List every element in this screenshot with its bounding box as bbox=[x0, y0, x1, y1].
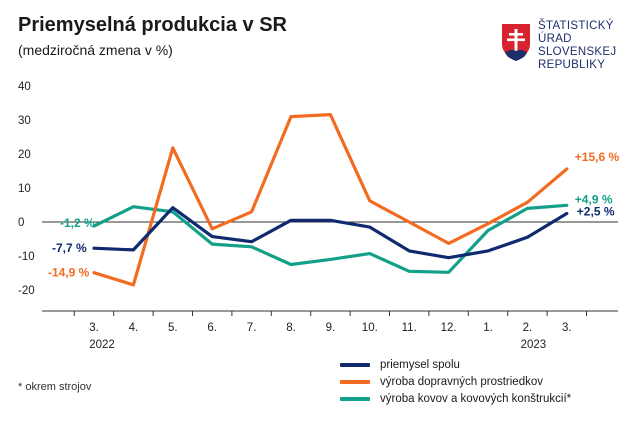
x-tick-label: 12. bbox=[441, 322, 457, 334]
chart-subtitle: (medziročná zmena v %) bbox=[18, 42, 173, 58]
legend-item: výroba dopravných prostriedkov bbox=[340, 373, 571, 390]
series-line bbox=[92, 203, 569, 274]
statistical-office-logo: ŠTATISTICKÝ ÚRAD SLOVENSKEJ REPUBLIKY bbox=[500, 20, 640, 78]
end-value-label: +2,5 % bbox=[577, 205, 615, 219]
slovak-coat-of-arms-icon bbox=[502, 24, 530, 61]
logo-line: REPUBLIKY bbox=[538, 59, 606, 71]
start-value-label: -1,2 % bbox=[60, 216, 95, 230]
series-line bbox=[92, 112, 569, 287]
x-tick-label: 6. bbox=[207, 322, 217, 334]
logo-line: ÚRAD bbox=[538, 33, 572, 45]
logo-text: ŠTATISTICKÝ ÚRAD SLOVENSKEJ REPUBLIKY bbox=[538, 20, 616, 72]
x-tick-label: 5. bbox=[168, 322, 178, 334]
year-label: 2023 bbox=[521, 339, 547, 351]
legend-label: priemysel spolu bbox=[380, 358, 460, 371]
x-tick-label: 10. bbox=[362, 322, 378, 334]
year-label: 2022 bbox=[89, 339, 115, 351]
logo-line: SLOVENSKEJ bbox=[538, 46, 617, 58]
legend-label: výroba kovov a kovových konštrukcií* bbox=[380, 392, 572, 405]
x-tick-label: 3. bbox=[89, 322, 99, 334]
legend-swatch bbox=[340, 396, 370, 401]
start-value-label: -7,7 % bbox=[52, 241, 87, 255]
legend-label: výroba dopravných prostriedkov bbox=[380, 375, 543, 388]
x-tick-label: 3. bbox=[562, 322, 572, 334]
footnote: * okrem strojov bbox=[18, 381, 92, 393]
y-tick-label: 10 bbox=[18, 183, 31, 195]
start-value-label: -14,9 % bbox=[48, 266, 90, 280]
x-tick-label: 9. bbox=[326, 322, 336, 334]
x-tick-label: 2. bbox=[523, 322, 533, 334]
logo-line: ŠTATISTICKÝ bbox=[538, 20, 614, 32]
end-value-label: +4,9 % bbox=[575, 192, 613, 206]
x-tick-label: 1. bbox=[483, 322, 493, 334]
x-tick-label: 11. bbox=[402, 322, 417, 334]
legend-item: priemysel spolu bbox=[340, 356, 571, 373]
y-tick-label: 30 bbox=[18, 115, 31, 127]
legend-item: výroba kovov a kovových konštrukcií* bbox=[340, 390, 571, 407]
series-line bbox=[92, 206, 569, 260]
y-tick-label: 40 bbox=[18, 81, 31, 93]
end-value-label: +15,6 % bbox=[575, 150, 620, 164]
legend-swatch bbox=[340, 362, 370, 367]
y-tick-label: -10 bbox=[18, 251, 35, 263]
y-tick-label: 20 bbox=[18, 149, 31, 161]
x-tick-label: 8. bbox=[286, 322, 296, 334]
chart-title: Priemyselná produkcia v SR bbox=[18, 14, 288, 36]
y-tick-label: 0 bbox=[18, 217, 24, 229]
x-tick-label: 4. bbox=[129, 322, 139, 334]
chart-legend: priemysel spolu výroba dopravných prostri… bbox=[340, 356, 571, 407]
legend-swatch bbox=[340, 379, 370, 384]
x-tick-label: 7. bbox=[247, 322, 257, 334]
y-tick-label: -20 bbox=[18, 285, 35, 297]
